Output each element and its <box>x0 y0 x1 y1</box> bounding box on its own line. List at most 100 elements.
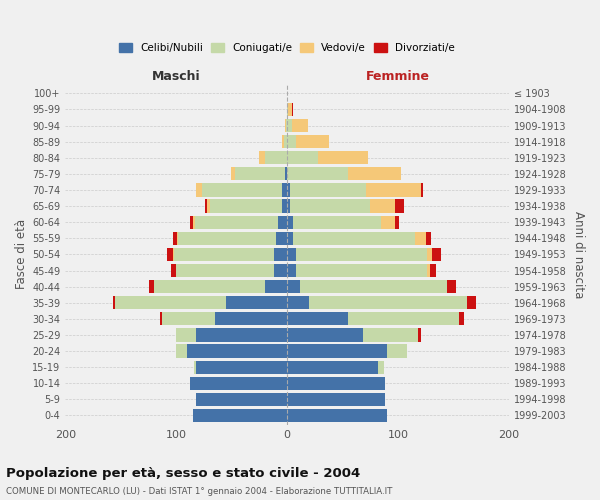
Bar <box>430 264 436 277</box>
Bar <box>215 312 287 326</box>
Bar <box>287 312 348 326</box>
Y-axis label: Fasce di età: Fasce di età <box>15 220 28 290</box>
Bar <box>287 216 293 229</box>
Bar <box>318 151 368 164</box>
Bar <box>287 376 385 390</box>
Bar <box>287 280 301 293</box>
Bar <box>265 280 287 293</box>
Text: Maschi: Maschi <box>152 70 200 83</box>
Bar <box>301 280 447 293</box>
Bar <box>259 151 265 164</box>
Bar <box>281 200 287 212</box>
Text: Femmine: Femmine <box>366 70 430 83</box>
Bar <box>113 296 115 310</box>
Bar <box>265 151 287 164</box>
Text: Popolazione per età, sesso e stato civile - 2004: Popolazione per età, sesso e stato civil… <box>6 468 360 480</box>
Bar <box>290 184 366 196</box>
Bar <box>193 409 287 422</box>
Bar <box>427 264 430 277</box>
Bar <box>292 119 308 132</box>
Bar <box>287 168 348 180</box>
Bar <box>287 119 292 132</box>
Bar <box>309 296 467 310</box>
Bar <box>459 312 464 326</box>
Bar <box>196 184 202 196</box>
Bar <box>296 264 427 277</box>
Bar <box>173 248 174 261</box>
Bar <box>382 216 395 229</box>
Bar <box>287 296 309 310</box>
Bar <box>202 184 281 196</box>
Bar <box>178 232 276 245</box>
Bar <box>285 168 287 180</box>
Bar <box>287 232 293 245</box>
Bar <box>287 200 290 212</box>
Bar <box>167 248 173 261</box>
Bar <box>274 248 287 261</box>
Bar <box>285 119 286 132</box>
Bar <box>230 168 235 180</box>
Bar <box>348 312 459 326</box>
Bar <box>467 296 476 310</box>
Bar <box>115 296 226 310</box>
Bar <box>395 200 404 212</box>
Bar <box>387 344 407 358</box>
Bar <box>348 168 401 180</box>
Bar <box>296 135 329 148</box>
Bar <box>287 151 318 164</box>
Bar <box>415 232 425 245</box>
Bar <box>193 216 195 229</box>
Bar <box>362 328 418 342</box>
Y-axis label: Anni di nascita: Anni di nascita <box>572 210 585 298</box>
Bar <box>425 232 431 245</box>
Text: COMUNE DI MONTECARLO (LU) - Dati ISTAT 1° gennaio 2004 - Elaborazione TUTTITALIA: COMUNE DI MONTECARLO (LU) - Dati ISTAT 1… <box>6 486 392 496</box>
Bar <box>287 248 296 261</box>
Bar <box>293 216 382 229</box>
Bar <box>287 360 378 374</box>
Bar <box>171 264 176 277</box>
Bar <box>173 232 178 245</box>
Bar <box>176 344 187 358</box>
Bar <box>176 264 274 277</box>
Bar <box>176 328 196 342</box>
Bar <box>293 232 415 245</box>
Bar <box>209 200 281 212</box>
Legend: Celibi/Nubili, Coniugati/e, Vedovi/e, Divorziati/e: Celibi/Nubili, Coniugati/e, Vedovi/e, Di… <box>117 41 457 56</box>
Bar <box>149 280 154 293</box>
Bar <box>421 184 424 196</box>
Bar <box>290 200 370 212</box>
Bar <box>427 248 433 261</box>
Bar <box>287 135 296 148</box>
Bar <box>194 360 196 374</box>
Bar <box>274 264 287 277</box>
Bar <box>288 103 292 116</box>
Bar <box>187 344 287 358</box>
Bar <box>174 248 274 261</box>
Bar <box>395 216 399 229</box>
Bar <box>196 360 287 374</box>
Bar <box>162 312 215 326</box>
Bar <box>286 119 287 132</box>
Bar <box>190 376 287 390</box>
Bar <box>287 393 385 406</box>
Bar <box>281 135 284 148</box>
Bar <box>190 216 193 229</box>
Bar <box>287 184 290 196</box>
Bar <box>154 280 265 293</box>
Bar <box>296 248 427 261</box>
Bar <box>208 200 209 212</box>
Bar <box>366 184 421 196</box>
Bar <box>447 280 455 293</box>
Bar <box>370 200 395 212</box>
Bar <box>278 216 287 229</box>
Bar <box>292 103 293 116</box>
Bar <box>287 103 288 116</box>
Bar <box>276 232 287 245</box>
Bar <box>235 168 285 180</box>
Bar <box>160 312 162 326</box>
Bar <box>433 248 441 261</box>
Bar <box>287 264 296 277</box>
Bar <box>205 200 208 212</box>
Bar <box>226 296 287 310</box>
Bar <box>195 216 278 229</box>
